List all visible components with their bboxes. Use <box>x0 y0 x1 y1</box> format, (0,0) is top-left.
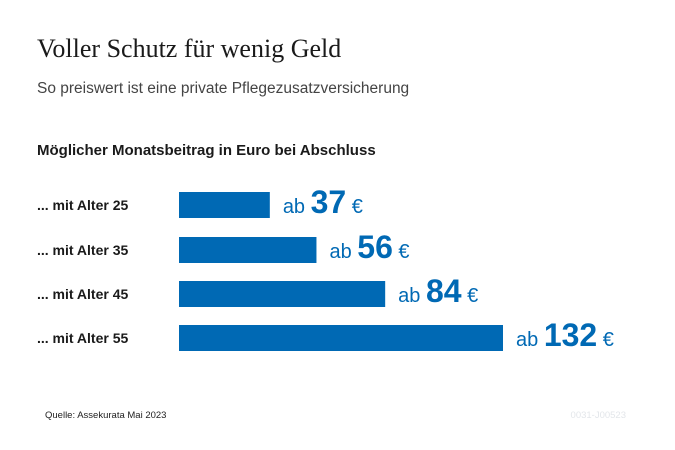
chart-heading: Möglicher Monatsbeitrag in Euro bei Absc… <box>37 142 376 159</box>
value-label: ab 37 € <box>283 184 363 220</box>
value-label: ab 56 € <box>329 229 409 265</box>
bar <box>179 192 270 218</box>
value-label: ab 84 € <box>398 273 478 309</box>
value-label: ab 132 € <box>516 317 614 353</box>
bar <box>179 281 386 307</box>
category-label: ... mit Alter 45 <box>37 286 129 302</box>
category-label: ... mit Alter 25 <box>37 197 129 213</box>
chart-subtitle: So preiswert ist eine private Pflegezusa… <box>37 80 410 97</box>
graphic-code: 0031-J00523 <box>570 410 626 421</box>
bar <box>179 325 503 351</box>
source-note: Quelle: Assekurata Mai 2023 <box>45 410 167 421</box>
chart-title: Voller Schutz für wenig Geld <box>37 34 342 63</box>
bar <box>179 237 317 263</box>
category-label: ... mit Alter 35 <box>37 242 129 258</box>
category-label: ... mit Alter 55 <box>37 330 129 346</box>
